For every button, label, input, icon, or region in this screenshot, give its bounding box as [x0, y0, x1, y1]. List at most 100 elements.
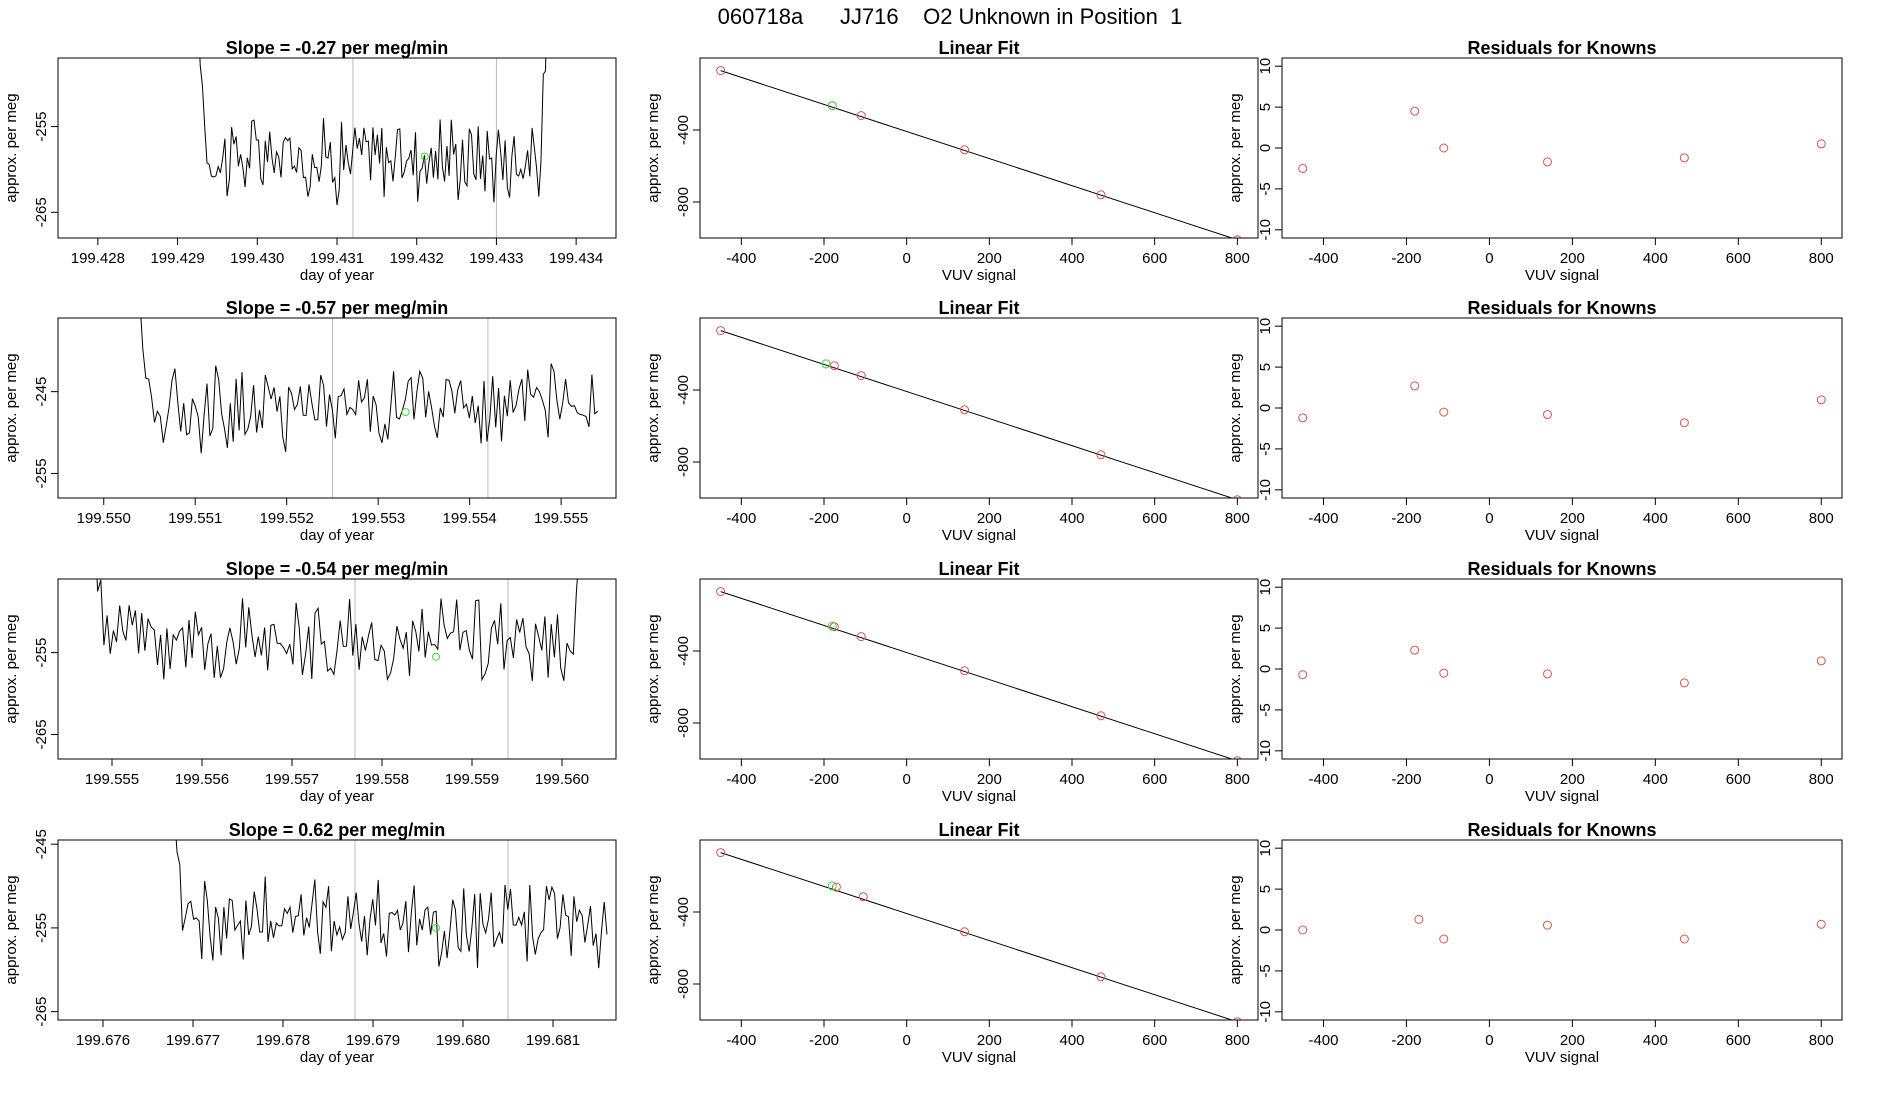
- residuals-panel-row1: Residuals for Knowns -400 -200 0 200 400 600 80…: [1227, 38, 1843, 284]
- x-tick-label: 600: [1726, 771, 1751, 788]
- x-axis-label: VUV signal: [1525, 267, 1599, 284]
- panel-title: Residuals for Knowns: [1467, 820, 1656, 840]
- x-tick-label: 199.676: [76, 1032, 130, 1049]
- x-tick-label: 199.433: [469, 250, 523, 267]
- y-tick-label: -255: [33, 112, 50, 142]
- x-tick-label: 0: [902, 771, 910, 788]
- unknown-mean-point: [420, 152, 429, 161]
- residuals-panel-row3: Residuals for Knowns -400 -200 0 200 400 600 80…: [1227, 559, 1843, 805]
- x-axis-label: day of year: [300, 1049, 374, 1066]
- x-tick-label: 199.552: [260, 510, 314, 527]
- x-axis-label: VUV signal: [1525, 527, 1599, 544]
- y-tick-label: 10: [1257, 318, 1274, 335]
- residuals-panel-row2: Residuals for Knowns -400 -200 0 200 400 600 80…: [1227, 298, 1843, 544]
- residual-point: [1298, 163, 1308, 173]
- x-tick-label: 199.560: [535, 771, 589, 788]
- x-tick-label: -400: [726, 1032, 756, 1049]
- known-point: [831, 882, 841, 892]
- x-tick-label: -400: [1308, 510, 1338, 527]
- known-point: [716, 66, 726, 76]
- x-tick-label: 200: [977, 771, 1002, 788]
- residual-point: [1542, 157, 1552, 167]
- plot-area: [716, 326, 1242, 498]
- residual-point: [1298, 670, 1308, 680]
- known-point: [1096, 450, 1106, 460]
- y-axis-label: approx. per meg: [1227, 875, 1244, 984]
- y-axis-label: approx. per meg: [3, 875, 20, 984]
- residual-point: [1439, 143, 1449, 153]
- plot-area: [199, 58, 547, 238]
- residual-point: [1679, 678, 1689, 688]
- x-tick-label: 199.428: [71, 250, 125, 267]
- residual-point: [1816, 919, 1826, 929]
- known-point: [716, 326, 726, 336]
- x-tick-label: 0: [1485, 1032, 1493, 1049]
- x-tick-label: -400: [1308, 771, 1338, 788]
- x-tick-label: 600: [1142, 510, 1167, 527]
- residual-point: [1439, 407, 1449, 417]
- x-tick-label: 199.550: [77, 510, 131, 527]
- x-axis-label: day of year: [300, 527, 374, 544]
- unknown-point: [827, 101, 837, 111]
- per-meg-trace: [140, 318, 599, 454]
- linear-fit-panel-row1: Linear Fit -400 -200 0 200 400 600 800 VUV signa…: [645, 38, 1259, 284]
- panel-title: Residuals for Knowns: [1467, 38, 1656, 58]
- x-tick-label: 800: [1225, 1032, 1250, 1049]
- x-axis-label: day of year: [300, 788, 374, 805]
- known-point: [1096, 711, 1106, 721]
- x-axis-label: day of year: [300, 267, 374, 284]
- y-tick-label: 10: [1257, 579, 1274, 596]
- residual-point: [1542, 669, 1552, 679]
- x-tick-label: 199.553: [351, 510, 405, 527]
- plot-area: [716, 848, 1242, 1020]
- unknown-point: [827, 621, 837, 631]
- y-axis-label: approx. per meg: [1227, 614, 1244, 723]
- x-tick-label: 199.678: [256, 1032, 310, 1049]
- y-axis-label: approx. per meg: [3, 614, 20, 723]
- x-tick-label: 199.432: [390, 250, 444, 267]
- y-tick-label: 5: [1257, 624, 1274, 632]
- per-meg-trace: [96, 579, 578, 682]
- main-title: 060718a JJ716 O2 Unknown in Position 1: [717, 4, 1183, 29]
- residual-point: [1410, 645, 1420, 655]
- y-tick-label: -265: [33, 997, 50, 1027]
- unknown-mean-point: [432, 652, 440, 661]
- y-tick-label: -800: [675, 187, 692, 217]
- x-tick-label: 400: [1643, 1032, 1668, 1049]
- per-meg-trace: [199, 58, 547, 206]
- panel-title: Slope = -0.54 per meg/min: [226, 559, 449, 579]
- known-point: [1233, 495, 1242, 498]
- x-tick-label: -200: [809, 250, 839, 267]
- x-tick-label: 199.680: [436, 1032, 490, 1049]
- fit-line: [720, 330, 1234, 498]
- residual-point: [1816, 395, 1826, 405]
- unknown-mean-point: [432, 923, 440, 932]
- x-tick-label: 400: [1059, 250, 1084, 267]
- x-tick-label: 800: [1225, 771, 1250, 788]
- x-tick-label: 200: [1560, 250, 1585, 267]
- plot-frame: [699, 578, 1259, 760]
- x-tick-label: 0: [1485, 250, 1493, 267]
- x-tick-label: 400: [1643, 771, 1668, 788]
- known-point: [716, 587, 726, 597]
- x-tick-label: 400: [1643, 250, 1668, 267]
- y-tick-label: -400: [675, 375, 692, 405]
- y-axis-label: approx. per meg: [1227, 93, 1244, 202]
- x-tick-label: 199.554: [443, 510, 497, 527]
- x-tick-label: 600: [1726, 510, 1751, 527]
- panel-title: Linear Fit: [938, 38, 1019, 58]
- y-tick-label: -800: [675, 708, 692, 738]
- x-tick-label: 800: [1809, 1032, 1834, 1049]
- unknown-point: [821, 359, 831, 369]
- x-tick-label: 800: [1225, 510, 1250, 527]
- y-tick-label: -400: [675, 897, 692, 927]
- residual-point: [1298, 413, 1308, 423]
- x-tick-label: 400: [1059, 1032, 1084, 1049]
- panel-title: Residuals for Knowns: [1467, 559, 1656, 579]
- panel-title: Linear Fit: [938, 559, 1019, 579]
- x-tick-label: -200: [1391, 771, 1421, 788]
- x-tick-label: 199.434: [549, 250, 603, 267]
- residual-point: [1410, 381, 1420, 391]
- x-tick-label: 800: [1809, 250, 1834, 267]
- residual-point: [1414, 914, 1424, 924]
